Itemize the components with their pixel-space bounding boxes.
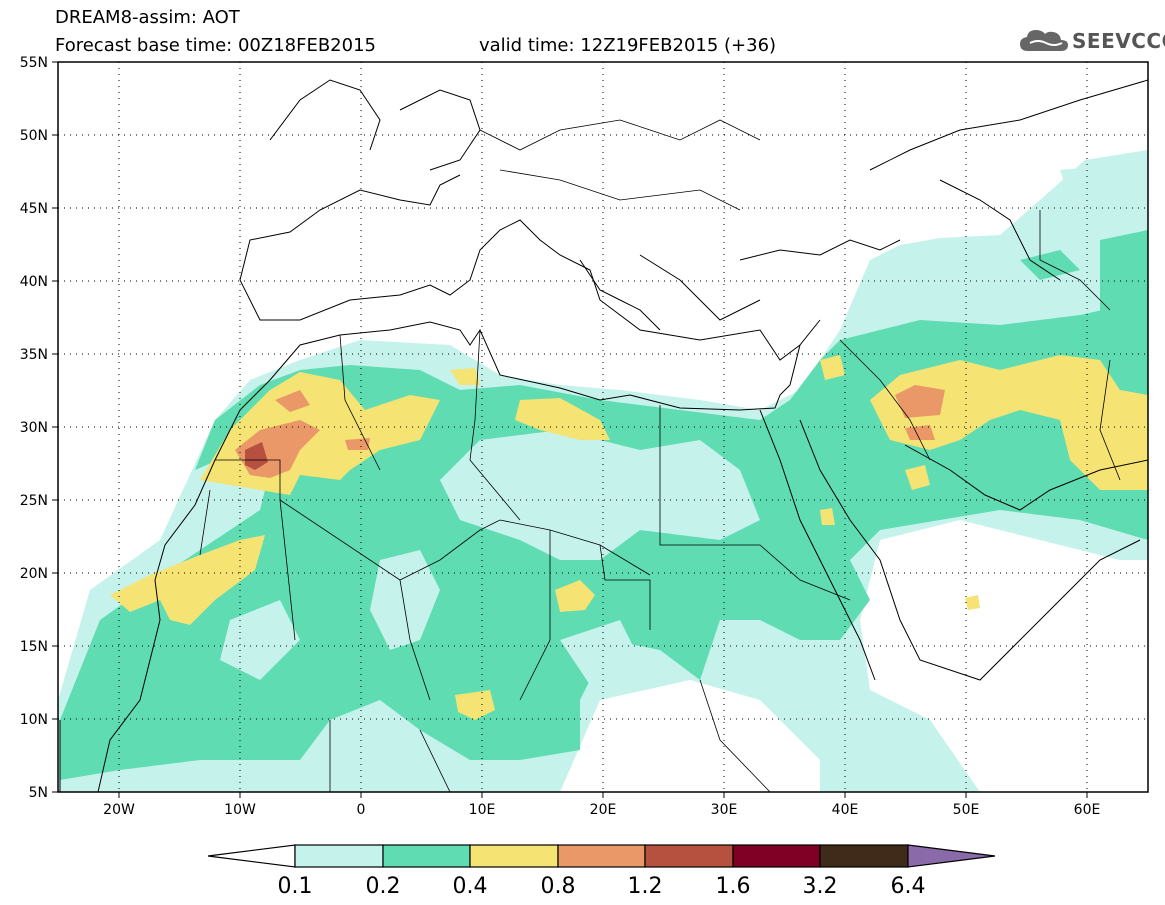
colorbar-segment [557, 844, 646, 868]
lat-label: 50N [20, 128, 48, 144]
colorbar-segment [294, 844, 384, 868]
colorbar-label: 1.2 [628, 874, 663, 899]
lon-label: 20E [590, 802, 617, 818]
colorbar-label: 0.4 [453, 874, 488, 899]
axis-ticks [52, 61, 1088, 798]
colorbar-label: 1.6 [716, 874, 751, 899]
lat-label: 10N [20, 712, 48, 728]
colorbar-label: 0.1 [278, 874, 313, 899]
lat-label: 55N [20, 55, 48, 71]
forecast-base-time: Forecast base time: 00Z18FEB2015 [55, 35, 376, 56]
colorbar-segment [732, 844, 821, 868]
colorbar-label: 3.2 [803, 874, 838, 899]
colorbar-label: 6.4 [891, 874, 926, 899]
colorbar-segment [207, 844, 296, 868]
lon-label: 50E [953, 802, 980, 818]
country-borders [199, 119, 1121, 792]
lon-label: 0 [357, 802, 366, 818]
colorbar-segment [907, 844, 996, 868]
lat-label: 45N [20, 201, 48, 217]
colorbar-segment [644, 844, 734, 868]
lon-label: 10E [469, 802, 496, 818]
lat-label: 25N [20, 493, 48, 509]
lon-label: 40E [832, 802, 859, 818]
lat-label: 40N [20, 274, 48, 290]
lon-label: 30E [711, 802, 738, 818]
colorbar-segment [469, 844, 559, 868]
cloud-icon [1020, 30, 1068, 51]
lat-label: 15N [20, 639, 48, 655]
colorbar-labels: 0.1 0.2 0.4 0.8 1.2 1.6 3.2 6.4 [278, 874, 926, 899]
lon-label: 60E [1074, 802, 1101, 818]
colorbar-label: 0.2 [366, 874, 401, 899]
aot-band-0.4-0.8 [110, 355, 1148, 720]
colorbar-segment [382, 844, 471, 868]
colorbar-label: 0.8 [541, 874, 576, 899]
lat-label: 20N [20, 566, 48, 582]
map-title: DREAM8-assim: AOT [55, 7, 240, 28]
lon-labels: 20W 10W 0 10E 20E 30E 40E 50E 60E [103, 802, 1100, 818]
colorbar-segment [819, 844, 909, 868]
seevccc-logo: SEEVCCC [1018, 25, 1165, 55]
aot-band-0.1-0.2-inner [220, 430, 760, 700]
logo-text: SEEVCCC [1072, 29, 1165, 53]
lon-label: 20W [103, 802, 135, 818]
colorbar [207, 844, 996, 868]
lat-label: 35N [20, 347, 48, 363]
coastlines [59, 79, 1148, 792]
lon-label: 10W [224, 802, 256, 818]
lat-labels: 55N 50N 45N 40N 35N 30N 25N 20N 15N 10N … [20, 55, 48, 801]
lat-label: 5N [29, 785, 48, 801]
time-info: Forecast base time: 00Z18FEB2015 valid ti… [55, 35, 776, 56]
aot-band-1.2-1.6 [245, 442, 268, 470]
valid-time: valid time: 12Z19FEB2015 (+36) [479, 35, 777, 56]
lat-label: 30N [20, 420, 48, 436]
